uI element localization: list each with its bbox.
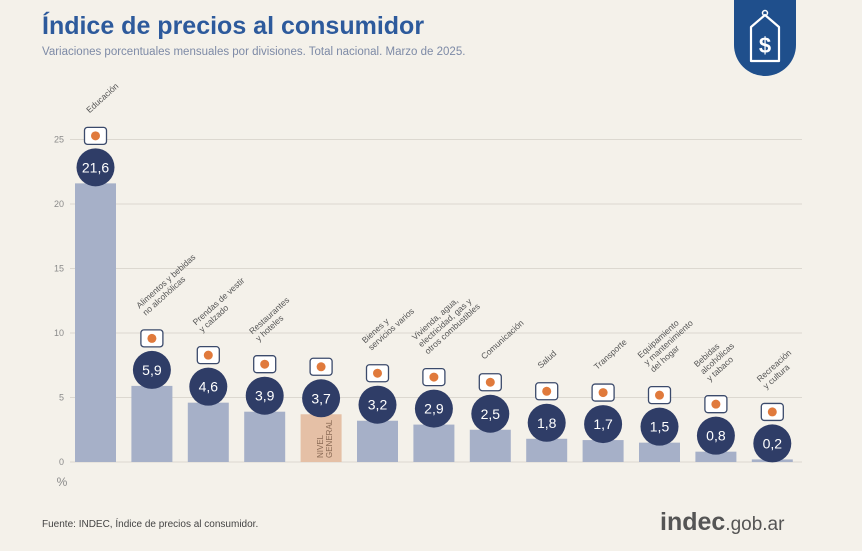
bar: [695, 451, 737, 462]
category-label: Bebidasalcohólicasy tabaco: [692, 333, 743, 383]
food-bowl-icon: [140, 329, 164, 348]
value-label: 1,5: [650, 419, 670, 435]
value-label: 21,6: [82, 159, 109, 175]
bar: [75, 183, 116, 463]
value-circle: [696, 416, 735, 455]
value-circle: [189, 367, 228, 406]
value-circle: [414, 389, 453, 428]
home-appliance-icon: [647, 385, 672, 405]
cutlery-plate-icon: [253, 355, 277, 374]
indec-logo: indec.gob.ar: [660, 508, 784, 537]
comb-scissors-icon: [365, 364, 390, 383]
bar: [639, 442, 680, 462]
category-label: Restaurantesy hoteles: [247, 295, 298, 343]
category-label: Educación: [84, 81, 120, 115]
category-label: Salud: [535, 348, 558, 370]
value-circle: [584, 405, 623, 444]
value-circle: [76, 148, 115, 187]
y-axis-unit: %: [57, 475, 68, 489]
bar: [187, 402, 229, 462]
chart-subtitle: Variaciones porcentuales mensuales por d…: [42, 46, 466, 58]
value-label: 1,7: [593, 416, 613, 432]
health-cross-icon: [535, 382, 559, 401]
value-label: 0,2: [763, 435, 783, 451]
value-label: 3,7: [311, 390, 331, 406]
lightbulb-icon: [422, 367, 446, 387]
bar: [413, 424, 455, 462]
brand-domain: .gob.ar: [725, 514, 785, 535]
category-label: Transporte: [592, 337, 629, 372]
bus-car-icon: [591, 383, 615, 402]
general-level-icon: [309, 357, 333, 376]
value-label: 3,2: [368, 397, 388, 413]
value-circle: [358, 385, 397, 424]
category-label: Equipamientoy mantenimientodel hogar: [635, 311, 701, 374]
bottle-tobacco-icon: [704, 395, 728, 414]
value-label: 1,8: [537, 415, 557, 431]
category-label: Bienes yservicios varios: [360, 299, 416, 352]
mobile-phone-icon: [478, 373, 502, 392]
y-tick-label: 5: [59, 393, 64, 403]
bar: [357, 420, 398, 462]
value-circle: [753, 424, 792, 463]
svg-text:$: $: [759, 33, 771, 58]
category-label: Comunicación: [479, 318, 526, 362]
bar: [469, 429, 511, 462]
y-tick-label: 20: [54, 199, 64, 209]
brand-main: indec: [660, 508, 726, 536]
value-circle: [245, 376, 284, 415]
bar-inline-label: NIVELGENERAL: [316, 419, 334, 458]
bar: [526, 438, 568, 462]
value-circle: [527, 403, 566, 442]
category-label: Recreacióny cultura: [755, 347, 800, 390]
price-tag-dollar-icon: $: [749, 9, 781, 63]
value-circle: [640, 407, 679, 446]
source-note: Fuente: INDEC, Índice de precios al cons…: [42, 519, 259, 530]
y-tick-label: 15: [54, 264, 64, 274]
chart-title: Índice de precios al consumidor: [42, 12, 425, 40]
value-circle: [302, 379, 341, 418]
value-circle: [471, 394, 510, 433]
value-label: 5,9: [142, 362, 162, 378]
clothing-shoe-icon: [196, 346, 220, 365]
bar: [582, 440, 624, 462]
category-label: Vivienda, agua,electricidad, gas yotros …: [410, 287, 482, 356]
bar: [244, 411, 286, 462]
category-label: Prendas de vestiry calzado: [191, 275, 253, 334]
value-label: 3,9: [255, 388, 275, 404]
bar: [131, 385, 173, 462]
education-books-icon: [83, 126, 108, 146]
value-label: 4,6: [199, 379, 219, 395]
bar: [300, 414, 342, 462]
y-tick-label: 25: [54, 135, 64, 145]
price-badge: $: [734, 0, 796, 76]
recreation-umbrella-icon: [760, 402, 784, 422]
y-tick-label: 10: [54, 328, 64, 338]
value-label: 0,8: [706, 428, 726, 444]
y-tick-label: 0: [59, 457, 64, 467]
value-label: 2,9: [424, 401, 444, 417]
value-circle: [132, 350, 171, 389]
value-label: 2,5: [481, 406, 501, 422]
category-label: Alimentos y bebidasno alcohólicas: [134, 252, 204, 317]
